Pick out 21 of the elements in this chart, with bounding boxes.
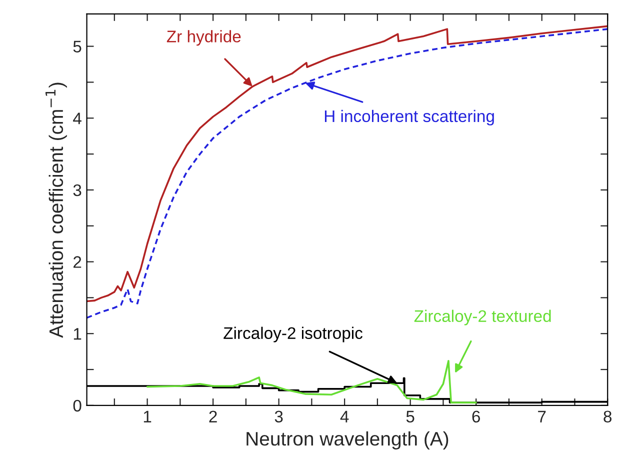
x-tick-label: 1 bbox=[144, 410, 152, 422]
x-axis-title: Neutron wavelength (A) bbox=[246, 431, 448, 450]
x-tick-label: 5 bbox=[406, 410, 414, 423]
y-tick-label: 5 bbox=[73, 40, 82, 53]
annotation: Zircaloy-2 isotropic bbox=[224, 326, 362, 342]
y-tick-label: 0 bbox=[73, 400, 82, 412]
annotation: H incoherent scattering bbox=[324, 110, 494, 126]
y-tick-label: 1 bbox=[74, 328, 82, 340]
y-tick-label: 2 bbox=[74, 256, 82, 268]
x-tick-label: 6 bbox=[472, 410, 480, 423]
y-tick-label: 3 bbox=[73, 184, 82, 196]
annotation: Zr hydride bbox=[166, 30, 241, 46]
y-tick-label: 4 bbox=[73, 112, 82, 124]
line-series bbox=[146, 360, 477, 404]
x-tick-label: 2 bbox=[209, 410, 217, 422]
x-tick-label: 3 bbox=[274, 410, 283, 423]
annotation: Zircaloy-2 textured bbox=[414, 310, 551, 326]
x-tick-label: 7 bbox=[538, 410, 546, 422]
x-tick-label: 4 bbox=[340, 410, 349, 422]
x-tick-label: 8 bbox=[604, 410, 612, 423]
y-axis-title: Attenuation coefficient (cm$^{−1}$) bbox=[46, 82, 67, 338]
